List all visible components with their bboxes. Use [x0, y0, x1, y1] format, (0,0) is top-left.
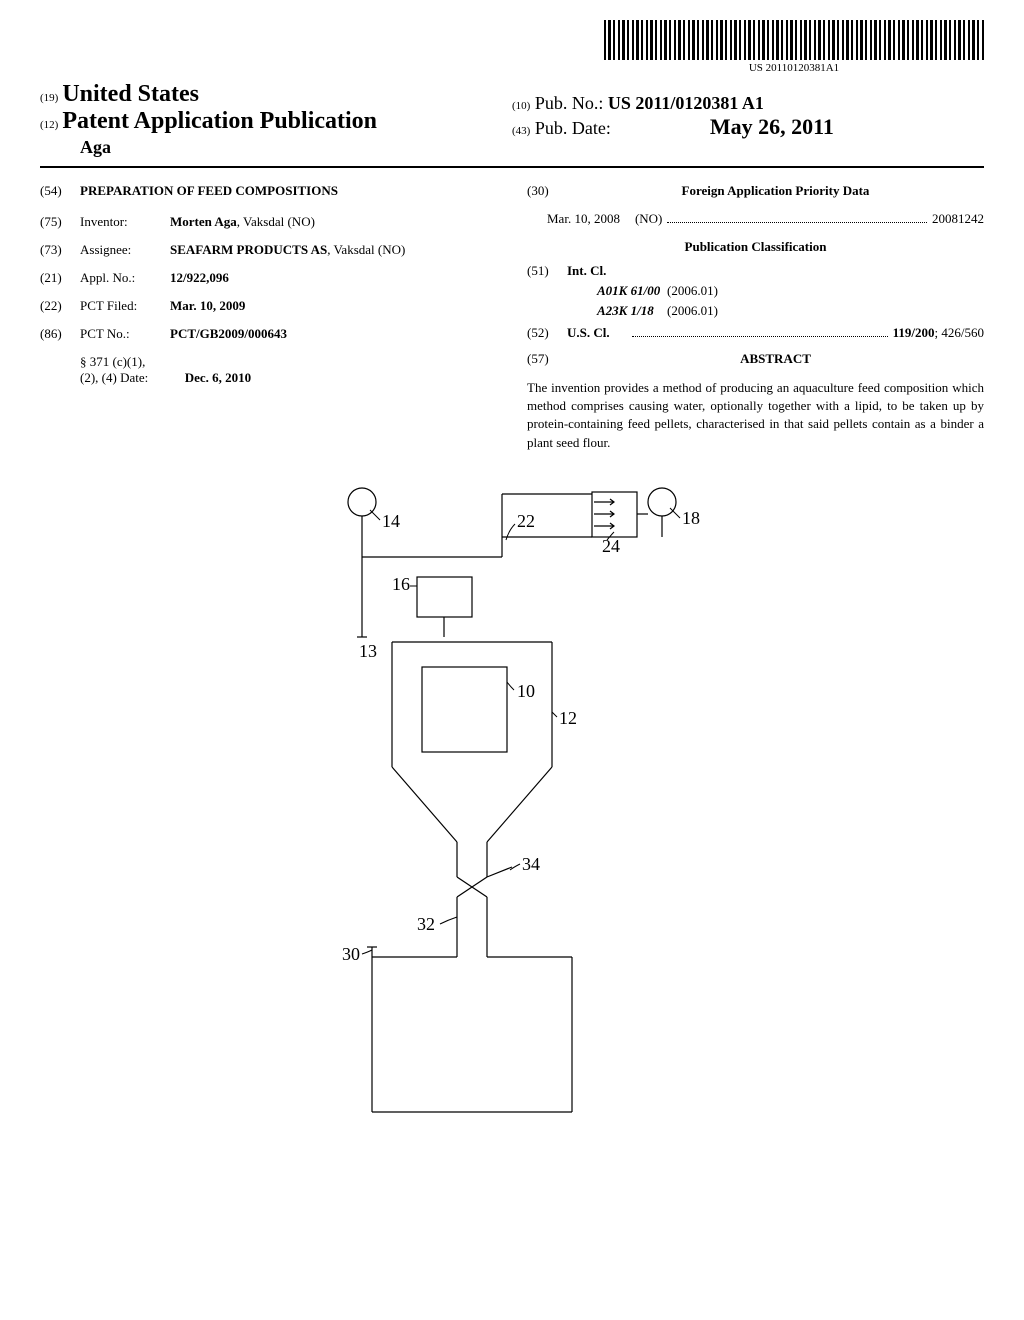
author-line: Aga: [40, 137, 512, 158]
pct-filed-row: (22) PCT Filed: Mar. 10, 2009: [40, 298, 497, 314]
barcode-section: US 20110120381A1: [40, 20, 984, 76]
pct-filed-label: PCT Filed:: [80, 298, 170, 314]
figure-container: 14 18 22 24 16 13 10 12 34 32 30: [40, 482, 984, 1122]
priority-header: Foreign Application Priority Data: [567, 183, 984, 199]
inventor-label: Inventor:: [80, 214, 170, 230]
country-prefix: (19): [40, 92, 58, 104]
priority-num: (30): [527, 183, 567, 199]
int-cl-num: (51): [527, 263, 567, 279]
pct-no-num: (86): [40, 326, 80, 342]
us-cl-row: (52) U.S. Cl. 119/200; 426/560: [527, 325, 984, 341]
barcode-text: US 20110120381A1: [604, 62, 984, 74]
barcode-lines: [604, 20, 984, 60]
patent-figure-svg: 14 18 22 24 16 13 10 12 34 32 30: [262, 482, 762, 1122]
fig-label-14: 14: [382, 511, 400, 531]
country: United States: [62, 81, 199, 107]
inventor-name: Morten Aga: [170, 214, 237, 229]
barcode: US 20110120381A1: [604, 20, 984, 74]
section-371-date-label: (2), (4) Date:: [80, 370, 148, 385]
title-num: (54): [40, 183, 80, 199]
int-cl-2: A23K 1/18: [567, 303, 667, 319]
pub-num-prefix: (10): [512, 100, 530, 112]
int-cl-label: Int. Cl.: [567, 263, 606, 279]
fig-label-24: 24: [602, 536, 620, 556]
section-371-row: § 371 (c)(1), (2), (4) Date: Dec. 6, 201…: [40, 354, 497, 386]
priority-value: 20081242: [932, 211, 984, 227]
pub-num-line: (10) Pub. No.: US 2011/0120381 A1: [512, 93, 984, 114]
section-371-date-row: (2), (4) Date: Dec. 6, 2010: [80, 370, 497, 386]
fig-label-22: 22: [517, 511, 535, 531]
inventor-num: (75): [40, 214, 80, 230]
fig-label-13: 13: [359, 641, 377, 661]
main-columns: (54) PREPARATION OF FEED COMPOSITIONS (7…: [40, 183, 984, 452]
int-cl-2-date: (2006.01): [667, 303, 718, 319]
priority-data-row: Mar. 10, 2008 (NO) 20081242: [527, 211, 984, 227]
int-cl-row: (51) Int. Cl.: [527, 263, 984, 279]
assignee-loc: , Vaksdal (NO): [327, 242, 405, 257]
pub-num-label: Pub. No.:: [535, 93, 604, 113]
appl-num: (21): [40, 270, 80, 286]
assignee-label: Assignee:: [80, 242, 170, 258]
int-cl-2-row: A23K 1/18 (2006.01): [527, 303, 984, 319]
abstract-label: ABSTRACT: [567, 351, 984, 367]
dotted-fill-2: [632, 321, 888, 337]
country-line: (19) United States: [40, 81, 512, 108]
fig-label-30: 30: [342, 944, 360, 964]
priority-country: (NO): [635, 211, 662, 227]
dotted-fill: [667, 207, 927, 223]
pct-filed-num: (22): [40, 298, 80, 314]
fig-label-16: 16: [392, 574, 410, 594]
document-header: (19) United States (12) Patent Applicati…: [40, 81, 984, 168]
priority-date: Mar. 10, 2008: [547, 211, 620, 227]
assignee-row: (73) Assignee: SEAFARM PRODUCTS AS, Vaks…: [40, 242, 497, 258]
title-row: (54) PREPARATION OF FEED COMPOSITIONS: [40, 183, 497, 199]
us-cl-value: 119/200: [893, 325, 935, 341]
priority-header-row: (30) Foreign Application Priority Data: [527, 183, 984, 199]
pub-num: US 2011/0120381 A1: [608, 93, 764, 113]
inventor-value: Morten Aga, Vaksdal (NO): [170, 214, 315, 230]
left-column: (54) PREPARATION OF FEED COMPOSITIONS (7…: [40, 183, 497, 452]
int-cl-1: A01K 61/00: [567, 283, 667, 299]
abstract-text: The invention provides a method of produ…: [527, 379, 984, 452]
abstract-num: (57): [527, 351, 567, 367]
pct-filed-value: Mar. 10, 2009: [170, 298, 497, 314]
us-cl-value2: ; 426/560: [935, 325, 984, 341]
fig-label-18: 18: [682, 508, 700, 528]
section-371: § 371 (c)(1),: [80, 354, 497, 370]
pub-type-prefix: (12): [40, 119, 58, 131]
appl-row: (21) Appl. No.: 12/922,096: [40, 270, 497, 286]
assignee-name: SEAFARM PRODUCTS AS: [170, 242, 327, 257]
inventor-loc: , Vaksdal (NO): [237, 214, 315, 229]
pub-date: May 26, 2011: [710, 114, 834, 139]
appl-value: 12/922,096: [170, 270, 497, 286]
us-cl-label: U.S. Cl.: [567, 325, 627, 341]
fig-label-32: 32: [417, 914, 435, 934]
abstract-header-row: (57) ABSTRACT: [527, 351, 984, 367]
classification-section: (51) Int. Cl. A01K 61/00 (2006.01) A23K …: [527, 263, 984, 341]
pub-date-prefix: (43): [512, 125, 530, 137]
pct-no-value: PCT/GB2009/000643: [170, 326, 497, 342]
int-cl-1-date: (2006.01): [667, 283, 718, 299]
appl-label: Appl. No.:: [80, 270, 170, 286]
fig-label-34: 34: [522, 854, 540, 874]
assignee-value: SEAFARM PRODUCTS AS, Vaksdal (NO): [170, 242, 405, 258]
pub-date-line: (43) Pub. Date: May 26, 2011: [512, 114, 984, 140]
int-cl-1-row: A01K 61/00 (2006.01): [527, 283, 984, 299]
header-left: (19) United States (12) Patent Applicati…: [40, 81, 512, 158]
pub-class-header: Publication Classification: [527, 239, 984, 255]
pct-no-row: (86) PCT No.: PCT/GB2009/000643: [40, 326, 497, 342]
pub-type: Patent Application Publication: [62, 108, 377, 134]
assignee-num: (73): [40, 242, 80, 258]
pct-no-label: PCT No.:: [80, 326, 170, 342]
section-371-date: Dec. 6, 2010: [185, 370, 251, 385]
us-cl-num: (52): [527, 325, 567, 341]
title-text: PREPARATION OF FEED COMPOSITIONS: [80, 183, 338, 199]
header-right: (10) Pub. No.: US 2011/0120381 A1 (43) P…: [512, 81, 984, 140]
right-column: (30) Foreign Application Priority Data M…: [527, 183, 984, 452]
fig-label-12: 12: [559, 708, 577, 728]
inventor-row: (75) Inventor: Morten Aga, Vaksdal (NO): [40, 214, 497, 230]
pub-type-line: (12) Patent Application Publication: [40, 108, 512, 135]
pub-date-label: Pub. Date:: [535, 118, 611, 138]
fig-label-10: 10: [517, 681, 535, 701]
